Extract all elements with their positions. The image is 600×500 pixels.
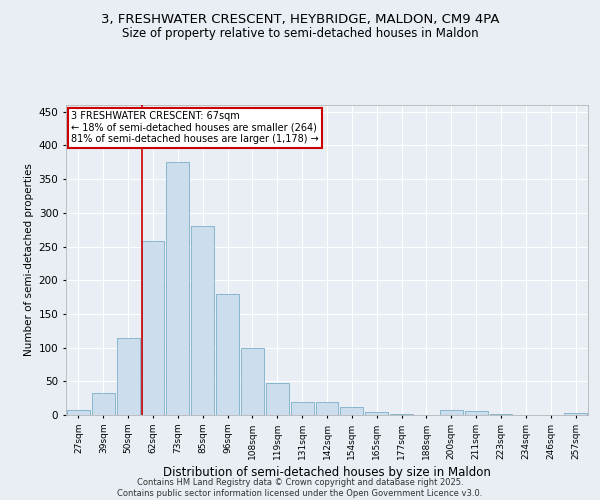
Bar: [440, 410, 463, 415]
Bar: [191, 226, 214, 415]
Bar: [67, 410, 90, 415]
Bar: [92, 393, 115, 415]
Bar: [291, 402, 314, 415]
Bar: [216, 294, 239, 415]
Text: Contains HM Land Registry data © Crown copyright and database right 2025.
Contai: Contains HM Land Registry data © Crown c…: [118, 478, 482, 498]
Bar: [490, 414, 512, 415]
Bar: [266, 384, 289, 415]
X-axis label: Distribution of semi-detached houses by size in Maldon: Distribution of semi-detached houses by …: [163, 466, 491, 479]
Bar: [142, 241, 164, 415]
Bar: [340, 407, 363, 415]
Bar: [390, 414, 413, 415]
Bar: [465, 411, 488, 415]
Text: 3, FRESHWATER CRESCENT, HEYBRIDGE, MALDON, CM9 4PA: 3, FRESHWATER CRESCENT, HEYBRIDGE, MALDO…: [101, 12, 499, 26]
Bar: [365, 412, 388, 415]
Text: Size of property relative to semi-detached houses in Maldon: Size of property relative to semi-detach…: [122, 28, 478, 40]
Bar: [564, 413, 587, 415]
Text: 3 FRESHWATER CRESCENT: 67sqm
← 18% of semi-detached houses are smaller (264)
81%: 3 FRESHWATER CRESCENT: 67sqm ← 18% of se…: [71, 111, 319, 144]
Bar: [241, 348, 264, 415]
Bar: [316, 402, 338, 415]
Bar: [117, 338, 140, 415]
Y-axis label: Number of semi-detached properties: Number of semi-detached properties: [25, 164, 34, 356]
Bar: [166, 162, 189, 415]
